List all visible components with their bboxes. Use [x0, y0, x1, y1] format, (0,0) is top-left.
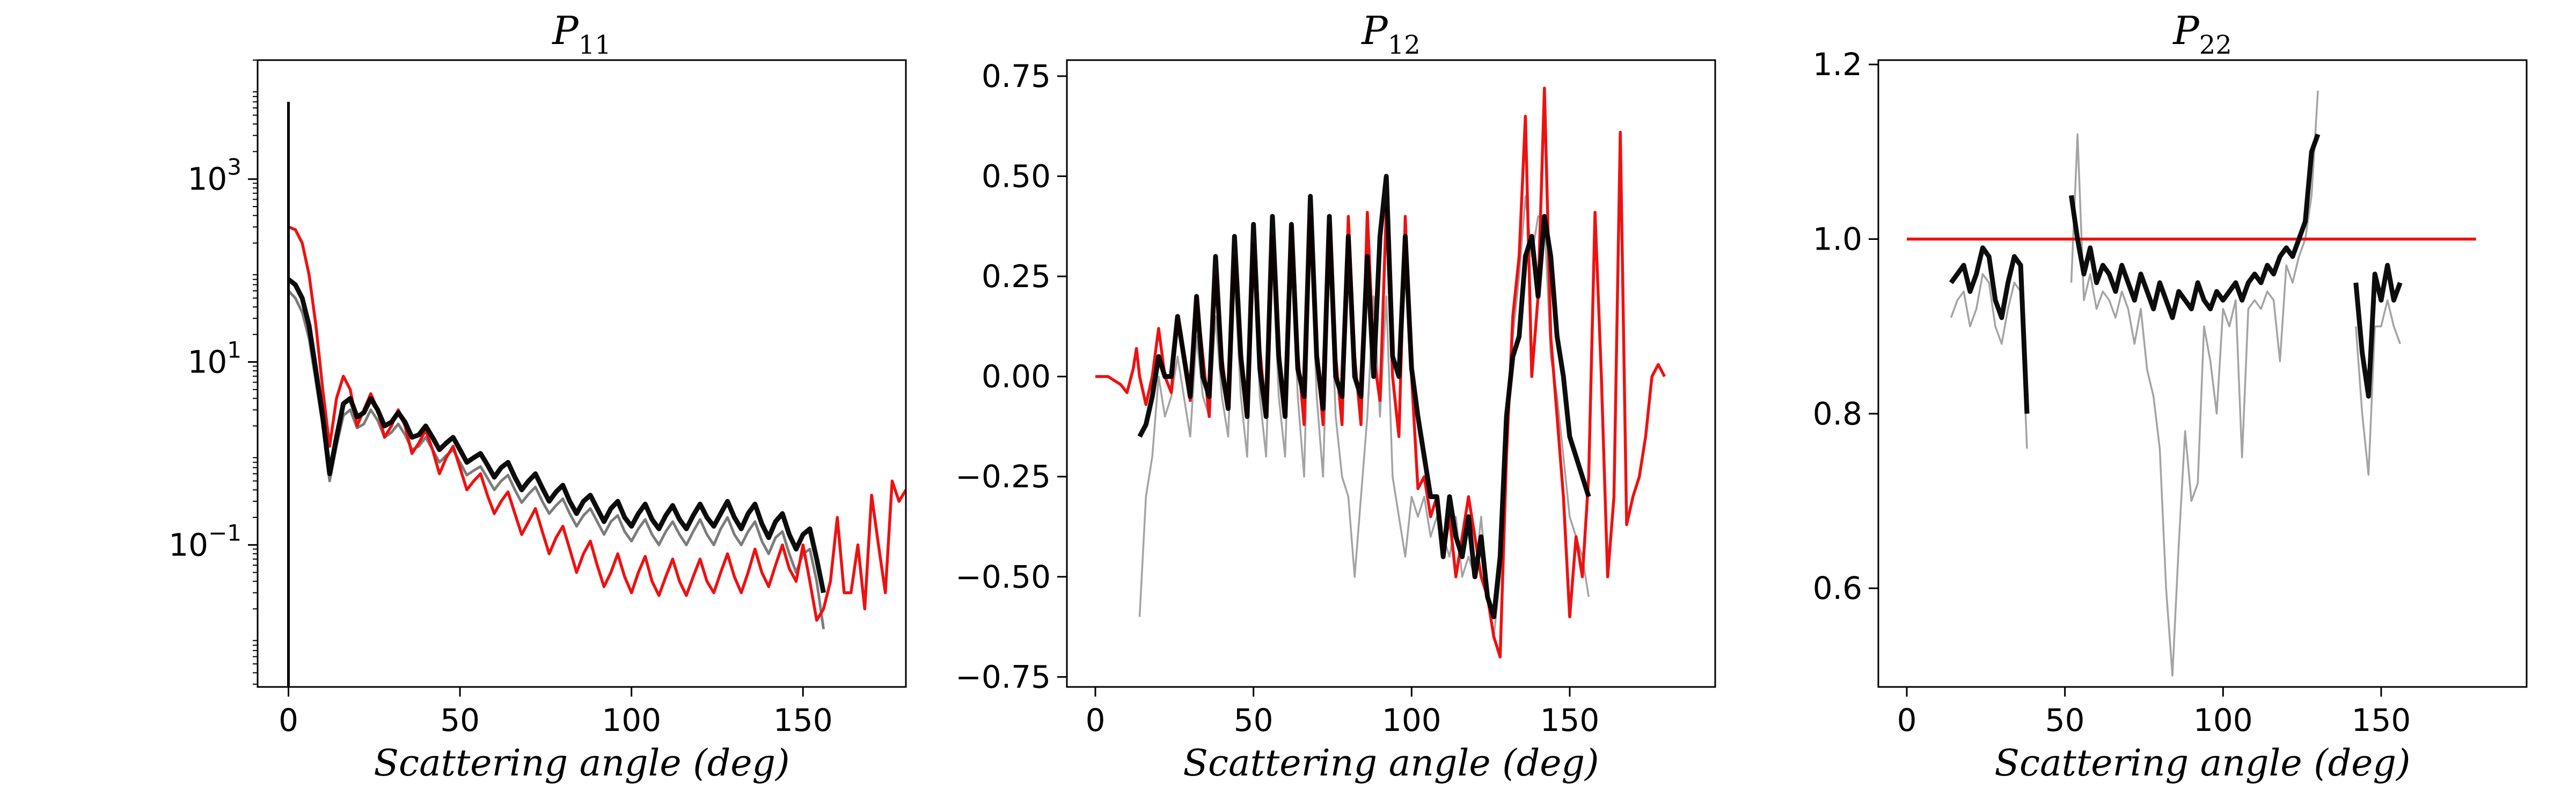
x-tick-label: 150: [1540, 702, 1600, 738]
y-tick-exponent: 1: [227, 337, 241, 363]
series-retrieval: [1137, 173, 1591, 619]
y-tick-label: −0.75: [955, 658, 1051, 695]
plot-frame: [1066, 59, 1716, 688]
x-tick-label: 0: [1897, 702, 1917, 738]
panel-title-main: P: [551, 8, 579, 53]
y-tick-base: 10: [187, 344, 227, 380]
y-tick-base: 10: [169, 526, 208, 563]
y-tick-label: 1.0: [1813, 221, 1862, 257]
panel-title-main: P: [1360, 8, 1388, 53]
series-model: [288, 225, 906, 622]
y-tick-exponent: 3: [227, 154, 241, 180]
panel-3: 0 50 100 150 1.2 1.0 0.8 0.6 Scattering angle (d…: [1813, 8, 2528, 785]
plot-frame: [257, 59, 907, 688]
panel-title-subscript: 12: [1388, 30, 1421, 60]
x-axis-label: Scattering angle (deg): [1183, 742, 1599, 785]
y-tick-label: 0.8: [1813, 396, 1862, 432]
y-tick-label: 0.6: [1813, 570, 1862, 606]
panel-2: 0 50 100 150 0.75 0.50 0.25 0.00 −0.25 −0.50 −0.75…: [955, 8, 1716, 785]
y-tick-label: 0.00: [982, 358, 1051, 395]
x-tick-label: 50: [1234, 702, 1274, 738]
panel-title: P12: [1360, 8, 1421, 60]
y-tick-exponent: −1: [208, 519, 241, 546]
y-tick-label: 10−1: [169, 519, 241, 563]
x-tick-label: 0: [1086, 702, 1106, 738]
series-retrieval_outlier: [1950, 90, 2401, 677]
x-tick-label: 100: [602, 702, 661, 738]
y-tick-label: 0.50: [982, 158, 1051, 194]
x-tick-label: 50: [440, 702, 480, 738]
x-tick-label: 150: [773, 702, 833, 738]
series-retrieval_outlier: [1138, 195, 1590, 638]
y-tick-label: 0.75: [982, 58, 1051, 94]
x-tick-label: 0: [279, 702, 298, 738]
panel-title-main: P: [2172, 8, 2200, 53]
panel-title: P22: [2172, 8, 2232, 60]
y-tick-label: 103: [187, 154, 241, 197]
plot-frame: [1877, 59, 2528, 688]
x-tick-label: 100: [1382, 702, 1441, 738]
panel-title-subscript: 22: [2199, 30, 2232, 60]
x-axis-label: Scattering angle (deg): [1994, 742, 2410, 785]
panel-title-subscript: 11: [579, 30, 611, 60]
y-tick-base: 10: [187, 161, 227, 197]
y-tick-label: 0.25: [982, 258, 1051, 295]
y-tick-label: −0.25: [955, 458, 1051, 495]
series-retrieval: [287, 277, 826, 594]
panel-title: P11: [551, 8, 611, 60]
y-tick-label: 101: [187, 337, 241, 380]
x-tick-label: 150: [2352, 702, 2411, 738]
series-retrieval_spread: [287, 290, 825, 630]
series-retrieval: [1949, 133, 2403, 414]
x-axis-label: Scattering angle (deg): [374, 742, 789, 785]
y-tick-label: −0.50: [955, 559, 1051, 595]
y-tick-label: 1.2: [1813, 46, 1862, 83]
x-tick-label: 50: [2045, 702, 2085, 738]
x-tick-label: 100: [2193, 702, 2253, 738]
